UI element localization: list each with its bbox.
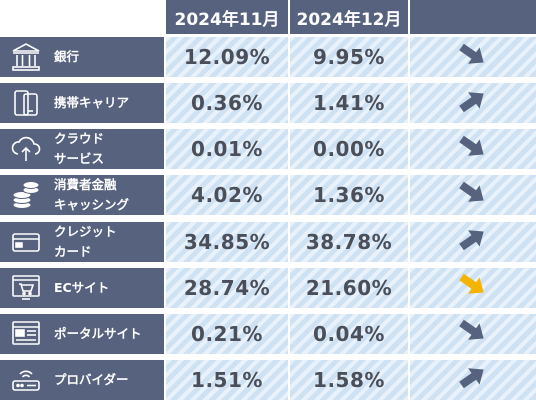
bank-icon xyxy=(6,37,46,77)
value-2024-dec: 9.95% xyxy=(290,37,408,77)
category-cell: 消費者金融 キャッシング xyxy=(0,175,164,216)
table-row: ECサイト 28.74% 21.60% xyxy=(0,265,536,311)
table-body: 銀行 12.09% 9.95% 携帯キャリア 0.36% 1.41% クラウド … xyxy=(0,34,536,403)
value-2024-dec: 0.00% xyxy=(290,129,408,170)
table-row: クラウド サービス 0.01% 0.00% xyxy=(0,126,536,172)
category-label: ポータルサイト xyxy=(54,325,142,341)
value-2024-dec: 1.58% xyxy=(290,359,408,400)
trend-cell xyxy=(410,37,536,77)
header-2024-dec: 2024年12月 xyxy=(290,0,408,34)
category-label: 銀行 xyxy=(54,49,80,64)
table-row: 銀行 12.09% 9.95% xyxy=(0,34,536,80)
category-cell: 携帯キャリア xyxy=(0,83,164,124)
value-2024-dec: 1.36% xyxy=(290,175,408,216)
category-label: ECサイト xyxy=(54,279,110,295)
trend-down-arrow-icon xyxy=(456,132,490,167)
table-header: 2024年11月 2024年12月 xyxy=(0,0,536,34)
table-row: クレジット カード 34.85% 38.78% xyxy=(0,219,536,265)
category-cell: ポータルサイト xyxy=(0,313,164,354)
shopping-cart-icon xyxy=(6,268,46,308)
category-cell: 銀行 xyxy=(0,37,164,77)
credit-card-icon xyxy=(6,222,46,262)
category-label: 携帯キャリア xyxy=(54,95,130,111)
value-2024-dec: 1.41% xyxy=(290,83,408,124)
value-2024-nov: 0.21% xyxy=(166,313,288,354)
category-cell: ECサイト xyxy=(0,267,164,308)
trend-up-arrow-icon xyxy=(456,86,490,121)
category-label: クラウド サービス xyxy=(54,131,105,167)
value-2024-nov: 28.74% xyxy=(166,267,288,308)
smartphone-icon xyxy=(6,83,46,123)
category-cell: クラウド サービス xyxy=(0,129,164,170)
header-2024-nov: 2024年11月 xyxy=(166,0,288,34)
category-cell: プロバイダー xyxy=(0,359,164,400)
trend-down-highlight-arrow-icon xyxy=(456,270,490,305)
trend-cell xyxy=(410,267,536,308)
header-trend xyxy=(410,0,536,34)
trend-down-arrow-icon xyxy=(456,316,490,351)
table-row: 携帯キャリア 0.36% 1.41% xyxy=(0,80,536,126)
web-browser-icon xyxy=(6,314,46,354)
value-2024-nov: 4.02% xyxy=(166,175,288,216)
value-2024-dec: 0.04% xyxy=(290,313,408,354)
trend-down-arrow-icon xyxy=(456,40,490,75)
category-cell: クレジット カード xyxy=(0,221,164,262)
cloud-upload-icon xyxy=(6,129,46,169)
category-label: クレジット カード xyxy=(54,223,117,259)
table-row: 消費者金融 キャッシング 4.02% 1.36% xyxy=(0,172,536,218)
trend-down-arrow-icon xyxy=(456,178,490,213)
value-2024-nov: 0.36% xyxy=(166,83,288,124)
trend-cell xyxy=(410,129,536,170)
table-row: プロバイダー 1.51% 1.58% xyxy=(0,357,536,403)
trend-cell xyxy=(410,83,536,124)
value-2024-nov: 34.85% xyxy=(166,221,288,262)
trend-up-arrow-icon xyxy=(456,224,490,259)
value-2024-nov: 12.09% xyxy=(166,37,288,77)
value-2024-dec: 21.60% xyxy=(290,267,408,308)
trend-cell xyxy=(410,313,536,354)
category-label: 消費者金融 キャッシング xyxy=(54,177,130,213)
trend-cell xyxy=(410,175,536,216)
table-row: ポータルサイト 0.21% 0.04% xyxy=(0,311,536,357)
router-icon xyxy=(6,360,46,400)
category-label: プロバイダー xyxy=(54,371,129,387)
value-2024-dec: 38.78% xyxy=(290,221,408,262)
value-2024-nov: 1.51% xyxy=(166,359,288,400)
trend-cell xyxy=(410,221,536,262)
trend-cell xyxy=(410,359,536,400)
trend-up-arrow-icon xyxy=(456,362,490,397)
coins-icon xyxy=(6,175,46,215)
value-2024-nov: 0.01% xyxy=(166,129,288,170)
